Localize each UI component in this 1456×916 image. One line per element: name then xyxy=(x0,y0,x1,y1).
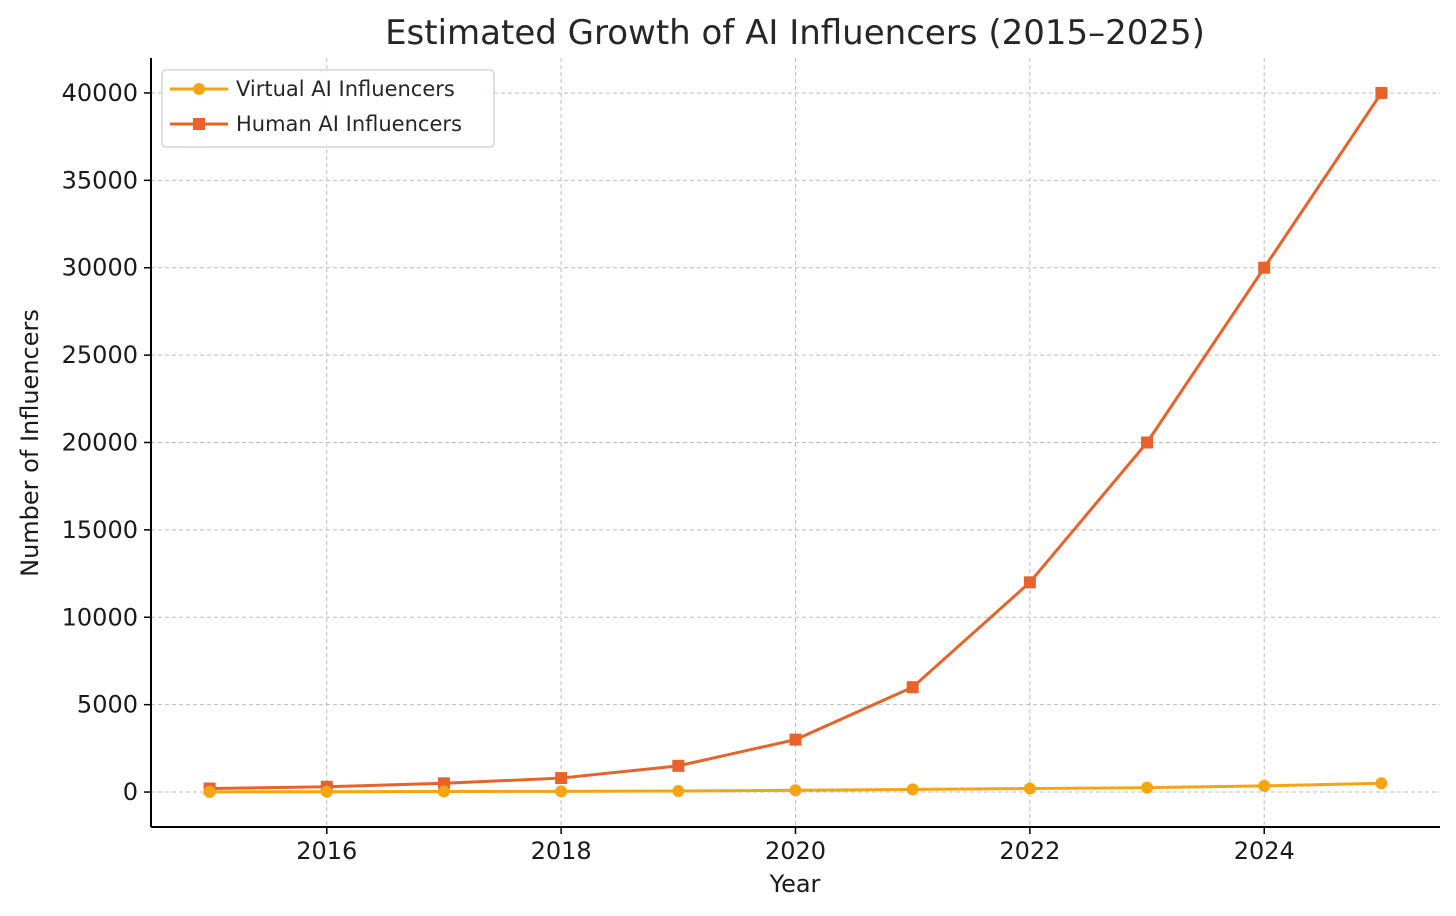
y-tick-label: 35000 xyxy=(62,166,138,194)
data-point xyxy=(320,785,333,798)
data-point xyxy=(1023,576,1036,589)
data-point xyxy=(789,733,802,746)
legend-marker xyxy=(193,118,205,130)
x-tick-label: 2018 xyxy=(531,837,592,865)
data-point xyxy=(1141,781,1154,794)
legend-label: Virtual AI Influencers xyxy=(236,77,455,101)
series-human-ai-influencers xyxy=(203,86,1388,795)
y-tick-label: 15000 xyxy=(62,516,138,544)
data-point xyxy=(203,785,216,798)
x-tick-label: 2024 xyxy=(1234,837,1295,865)
data-point xyxy=(1375,86,1388,99)
legend-box xyxy=(161,69,495,148)
y-tick-label: 25000 xyxy=(62,341,138,369)
legend-item: Virtual AI Influencers xyxy=(170,77,455,101)
y-tick-label: 5000 xyxy=(77,691,138,719)
grid xyxy=(151,58,1440,827)
data-point xyxy=(437,785,450,798)
legend-item: Human AI Influencers xyxy=(170,112,462,136)
y-tick-label: 30000 xyxy=(62,254,138,282)
data-point xyxy=(789,784,802,797)
series-virtual-ai-influencers xyxy=(203,777,1388,798)
data-point xyxy=(906,681,919,694)
y-axis-title: Number of Influencers xyxy=(16,309,44,577)
legend-marker xyxy=(193,83,205,95)
data-point xyxy=(672,759,685,772)
chart-title: Estimated Growth of AI Influencers (2015… xyxy=(385,13,1205,53)
x-tick-label: 2016 xyxy=(296,837,357,865)
y-tick-label: 20000 xyxy=(62,429,138,457)
axes: 2016 2018 2020 2022 2024 0 5000 10000 15000 20000… xyxy=(62,58,1440,865)
y-tick-label: 40000 xyxy=(62,79,138,107)
data-point xyxy=(555,772,568,785)
data-point xyxy=(437,777,450,790)
x-tick-label: 2020 xyxy=(765,837,826,865)
data-point xyxy=(1375,777,1388,790)
data-point xyxy=(1023,782,1036,795)
data-point xyxy=(1141,436,1154,449)
legend: Virtual AI Influencers Human AI Influence… xyxy=(161,69,495,148)
legend-label: Human AI Influencers xyxy=(236,112,462,136)
data-point xyxy=(555,785,568,798)
series-group xyxy=(203,86,1388,798)
x-axis-title: Year xyxy=(769,870,821,898)
y-tick-label: 10000 xyxy=(62,603,138,631)
y-tick-label: 0 xyxy=(123,778,138,806)
data-point xyxy=(1258,779,1271,792)
data-point xyxy=(1258,261,1271,274)
x-tick-label: 2022 xyxy=(999,837,1060,865)
data-point xyxy=(672,784,685,797)
data-point xyxy=(906,783,919,796)
